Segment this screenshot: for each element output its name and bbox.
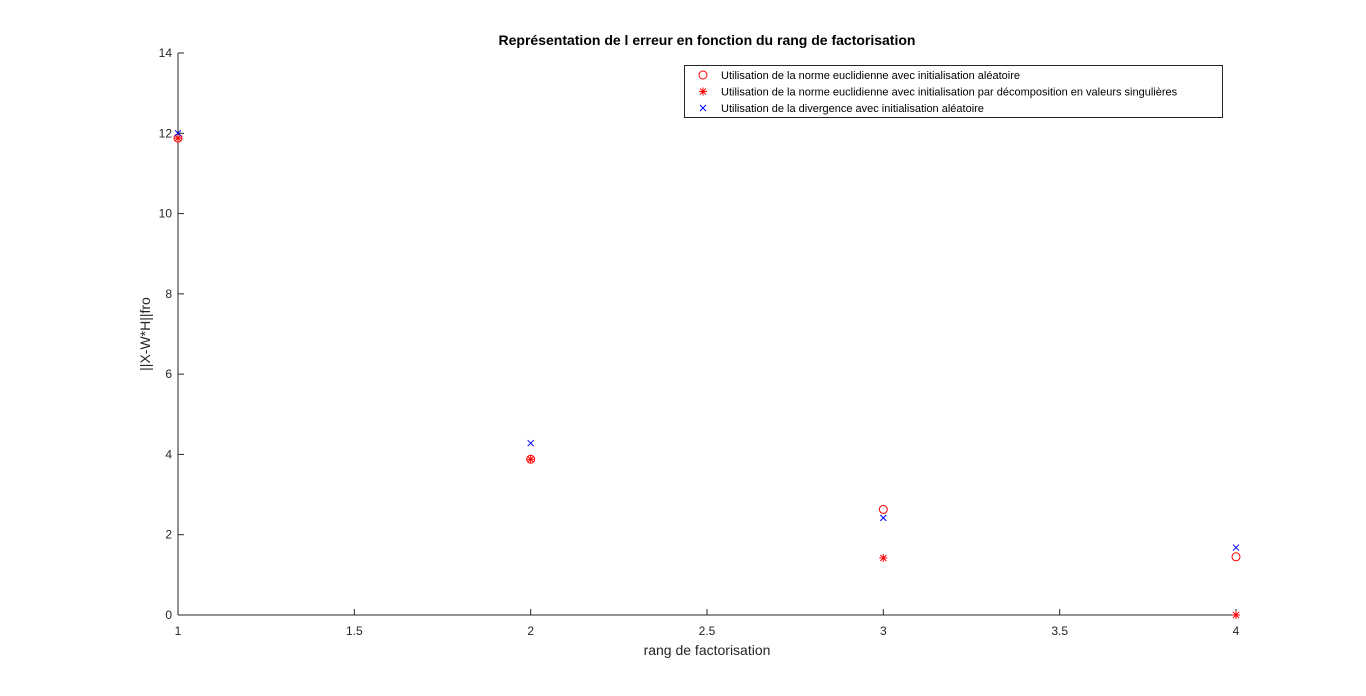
legend-marker-series-2 xyxy=(699,87,707,96)
x-stroke xyxy=(699,104,707,112)
x-tick-label: 2 xyxy=(527,624,534,638)
y-axis-label: ||X-W*H||fro xyxy=(137,297,153,371)
legend-entries: Utilisation de la norme euclidienne avec… xyxy=(698,70,1178,115)
asterisk-stroke xyxy=(174,134,182,142)
legend: Utilisation de la norme euclidienne avec… xyxy=(684,65,1223,118)
y-tick-label: 0 xyxy=(165,608,172,622)
x-stroke xyxy=(174,129,182,137)
x-stroke xyxy=(1232,544,1240,551)
data-point-series-1 xyxy=(1231,552,1241,562)
y-tick-label: 8 xyxy=(165,287,172,301)
legend-box xyxy=(684,65,1223,118)
y-tick-label: 12 xyxy=(159,126,173,140)
legend-label-series-1: Utilisation de la norme euclidienne avec… xyxy=(721,70,1020,82)
circle-marker xyxy=(698,70,708,80)
data-point-series-1 xyxy=(878,504,888,514)
data-point-series-2 xyxy=(526,455,535,464)
x-tick-label: 3 xyxy=(880,624,887,638)
asterisk-stroke xyxy=(879,554,887,562)
x-axis-label: rang de factorisation xyxy=(644,642,771,658)
axes xyxy=(177,53,1236,616)
x-tick-label: 4 xyxy=(1233,624,1240,638)
asterisk-stroke xyxy=(699,88,707,95)
x-tick-label: 3.5 xyxy=(1051,624,1068,638)
asterisk-stroke xyxy=(527,455,535,463)
y-tick-label: 4 xyxy=(165,447,172,461)
data-point-series-2 xyxy=(879,553,888,562)
data-point-series-3 xyxy=(879,514,887,522)
data-point-series-3 xyxy=(527,439,535,447)
data-point-series-3 xyxy=(174,129,182,137)
y-tick-label: 6 xyxy=(165,367,172,381)
x-stroke xyxy=(879,514,887,522)
data-point-series-2 xyxy=(174,134,182,143)
circle-marker xyxy=(1231,552,1241,562)
data-point-series-2 xyxy=(1232,611,1240,619)
y-tick-label: 2 xyxy=(165,528,172,542)
x-stroke xyxy=(527,439,535,447)
legend-marker-series-1 xyxy=(698,70,708,80)
legend-label-series-3: Utilisation de la divergence avec initia… xyxy=(721,103,984,115)
x-tick-label: 2.5 xyxy=(699,624,716,638)
y-ticks: 0 2 4 6 8 10 12 14 xyxy=(159,46,184,622)
data-points xyxy=(173,129,1241,619)
y-tick-label: 14 xyxy=(159,46,173,60)
legend-marker-series-3 xyxy=(699,104,707,112)
asterisk-stroke xyxy=(1232,611,1240,619)
circle-marker xyxy=(878,504,888,514)
chart-title: Représentation de l erreur en fonction d… xyxy=(499,32,916,48)
y-tick-label: 10 xyxy=(159,207,173,221)
x-tick-label: 1 xyxy=(175,624,182,638)
x-ticks: 1 1.5 2 2.5 3 3.5 4 xyxy=(175,609,1240,638)
legend-label-series-2: Utilisation de la norme euclidienne avec… xyxy=(721,87,1178,99)
data-point-series-3 xyxy=(1232,544,1240,551)
x-tick-label: 1.5 xyxy=(346,624,363,638)
